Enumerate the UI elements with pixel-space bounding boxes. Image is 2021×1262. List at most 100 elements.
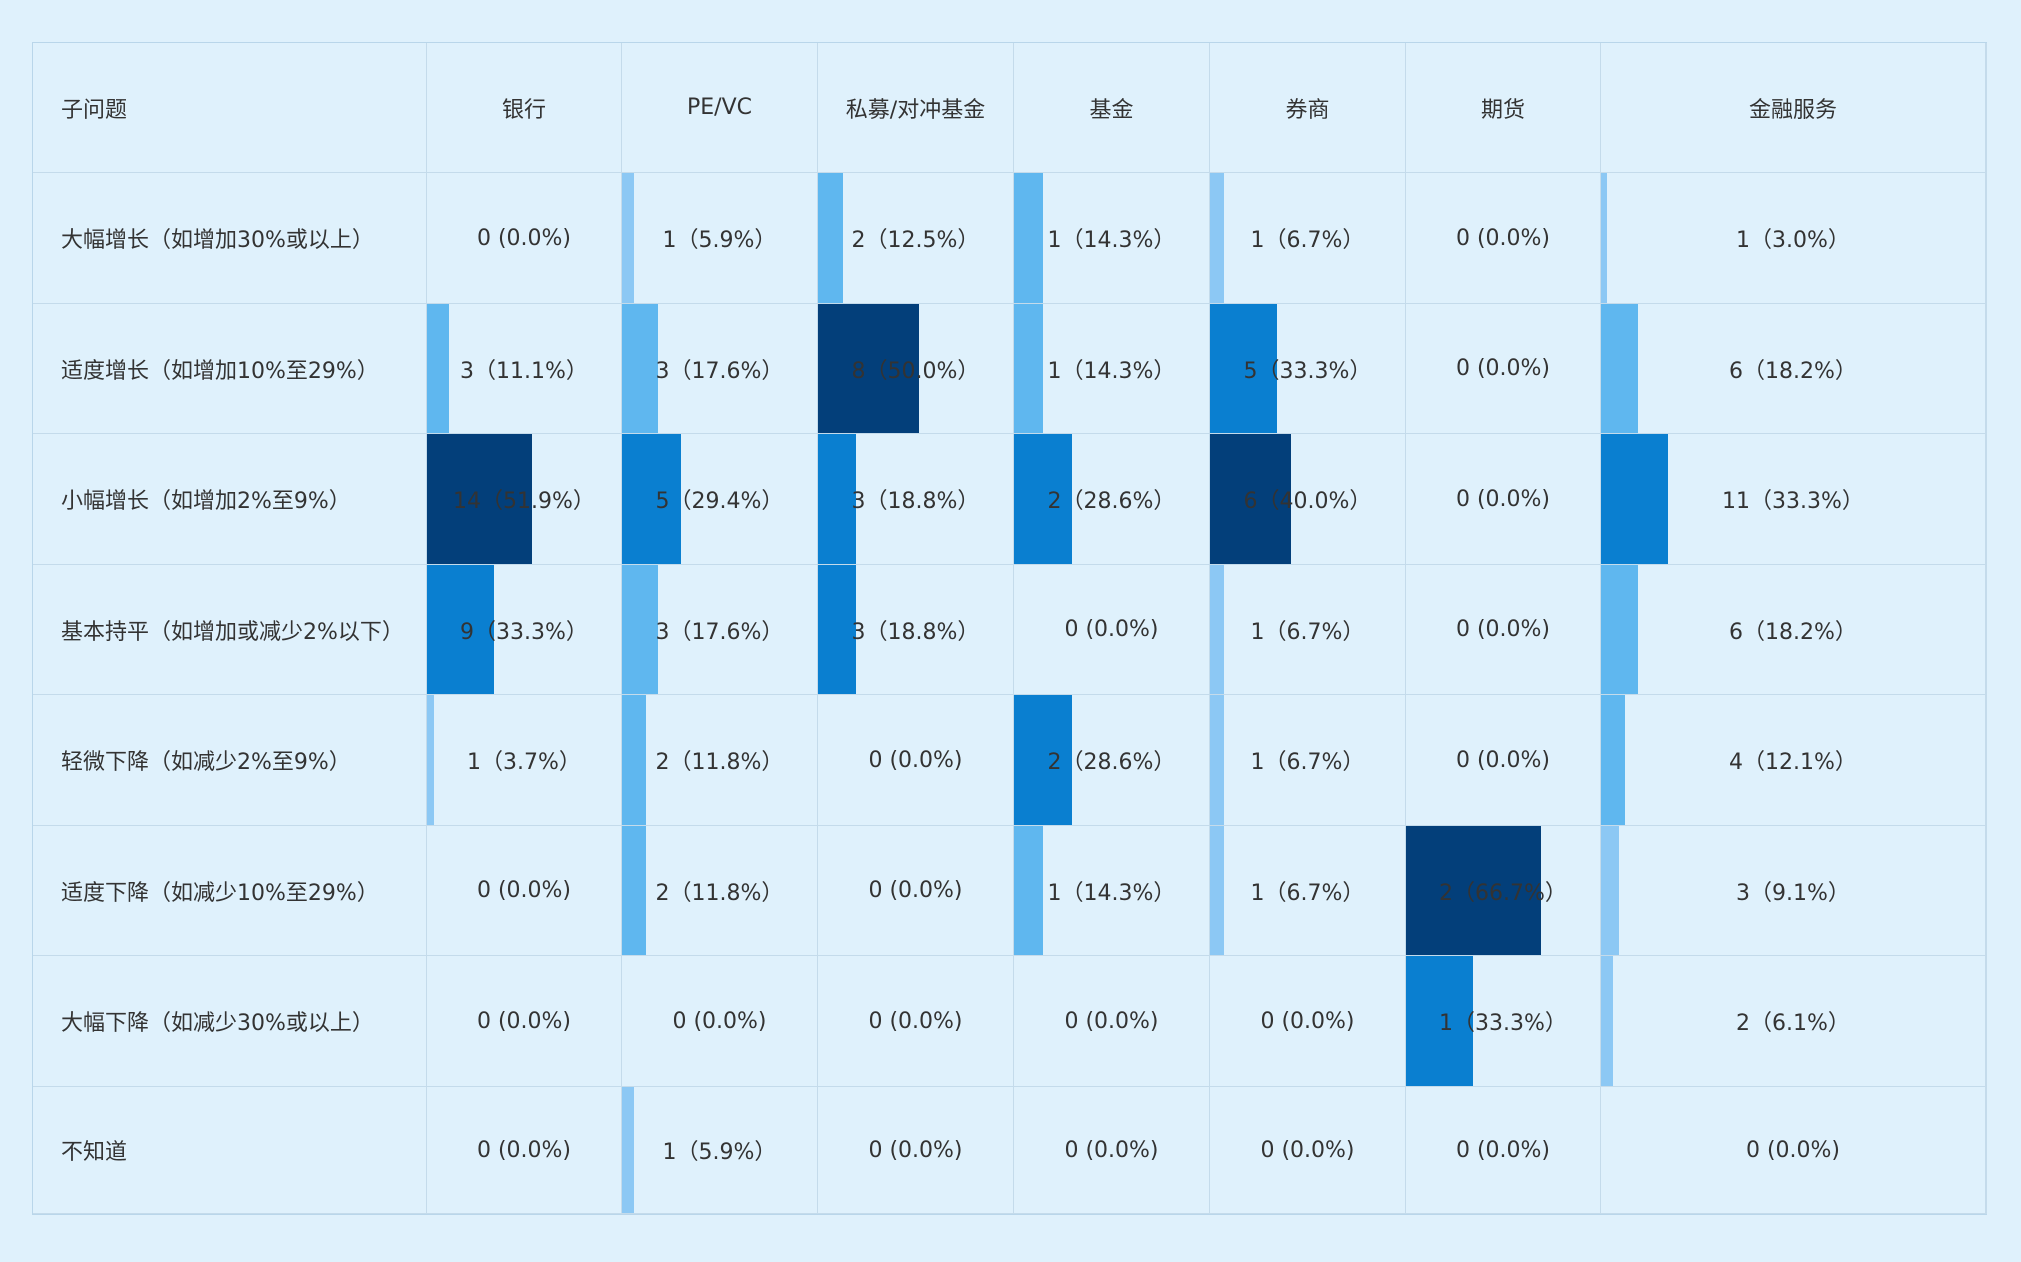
value-bar [1210, 304, 1277, 433]
row-header: 小幅增长（如增加2%至9%） [33, 434, 427, 565]
value-bar [1601, 434, 1668, 564]
data-cell: 1（3.7%） [427, 695, 622, 826]
data-cell: 0 (0.0%) [1210, 1087, 1406, 1214]
data-label: 1（14.3%） [1047, 880, 1176, 906]
value-bar [1014, 826, 1043, 955]
data-cell: 2（6.1%） [1601, 956, 1986, 1087]
data-cell: 0 (0.0%) [1986, 173, 1987, 304]
data-label: 1（6.7%） [1250, 750, 1365, 775]
data-cell: 0 (0.0%) [1986, 565, 1987, 695]
corner-header: 子问题 [33, 43, 427, 173]
data-label: 3（11.1%） [460, 358, 588, 384]
data-cell: 0 (0.0%) [1014, 956, 1210, 1087]
data-cell: 11（33.3%） [1601, 434, 1986, 565]
data-label: 4（12.1%） [1729, 750, 1857, 775]
data-label: 5（29.4%） [655, 489, 784, 514]
column-header: 期货 [1406, 43, 1601, 173]
data-cell: 0 (0.0%) [427, 173, 622, 304]
column-header-label: 私募/对冲基金 [845, 97, 986, 123]
column-header-label: PE/VC [687, 95, 752, 120]
row-header-label: 小幅增长（如增加2%至9%） [61, 489, 351, 514]
value-bar [427, 304, 449, 433]
row-header: 不知道 [33, 1087, 427, 1214]
data-label: 1（3.0%） [1736, 228, 1850, 253]
data-label: 6（18.2%） [1729, 358, 1857, 384]
data-cell: 3（18.8%） [818, 434, 1014, 565]
data-label: 3（18.8%） [851, 619, 980, 645]
data-cell: 1（3.0%） [1601, 173, 1986, 304]
row-header-label: 不知道 [61, 1140, 128, 1165]
data-label: 2（11.8%） [655, 880, 784, 906]
value-bar [1210, 565, 1224, 694]
data-label: 6（40.0%） [1243, 489, 1372, 514]
data-cell: 0 (0.0%) [1601, 1087, 1986, 1214]
data-cell: 3（11.1%） [427, 304, 622, 434]
data-label: 14（51.9%） [453, 489, 595, 514]
data-cell: 6（18.2%） [1601, 304, 1986, 434]
value-bar [1601, 956, 1613, 1086]
data-label: 0 (0.0%) [1455, 225, 1551, 251]
data-label: 1（5.9%） [662, 228, 777, 253]
data-label: 1（33.3%） [1439, 1011, 1567, 1036]
value-bar [818, 434, 856, 564]
data-cell: 1（6.7%） [1210, 826, 1406, 956]
data-cell: 0 (0.0%) [818, 695, 1014, 826]
value-bar [427, 434, 532, 564]
value-bar [818, 565, 856, 694]
row-header-label: 适度增长（如增加10%至29%） [61, 358, 379, 384]
value-bar [1986, 695, 1987, 825]
data-label: 0 (0.0%) [1260, 1008, 1355, 1034]
data-cell: 0 (0.0%) [1406, 565, 1601, 695]
data-cell: 0 (0.0%) [1210, 956, 1406, 1087]
data-label: 2（66.7%） [1439, 880, 1567, 906]
value-bar [818, 173, 843, 303]
value-bar [622, 304, 658, 433]
column-header-label: 券商 [1285, 97, 1330, 123]
data-label: 0 (0.0%) [672, 1008, 767, 1034]
value-bar [622, 1087, 634, 1213]
value-bar [1601, 304, 1638, 433]
data-cell: 2（11.8%） [622, 826, 818, 956]
data-cell: 0 (0.0%) [1986, 826, 1987, 956]
data-label: 2（11.8%） [655, 750, 784, 775]
row-header: 适度下降（如减少10%至29%） [33, 826, 427, 956]
row-header: 适度增长（如增加10%至29%） [33, 304, 427, 434]
data-label: 1（3.7%） [467, 750, 581, 775]
data-label: 0 (0.0%) [476, 1008, 572, 1034]
data-cell: 2（11.8%） [622, 695, 818, 826]
corner-header-label: 子问题 [61, 97, 128, 123]
data-cell: 0 (0.0%) [427, 1087, 622, 1214]
data-cell: 0 (0.0%) [1406, 434, 1601, 565]
column-header: 金融服务 [1601, 43, 1986, 173]
value-bar [622, 695, 646, 825]
data-cell: 5（29.4%） [622, 434, 818, 565]
data-cell: 0 (0.0%) [818, 956, 1014, 1087]
data-label: 0 (0.0%) [476, 225, 572, 251]
value-bar [622, 434, 681, 564]
data-label: 0 (0.0%) [476, 1137, 572, 1163]
column-header: 保险 [1986, 43, 1987, 173]
row-header: 轻微下降（如减少2%至9%） [33, 695, 427, 826]
data-cell: 0 (0.0%) [818, 1087, 1014, 1214]
value-bar [1406, 826, 1541, 955]
row-header: 基本持平（如增加或减少2%以下） [33, 565, 427, 695]
data-cell: 0 (0.0%) [1406, 173, 1601, 304]
data-cell: 0 (0.0%) [1014, 565, 1210, 695]
value-bar [1406, 956, 1473, 1086]
value-bar [1210, 695, 1224, 825]
value-bar [1014, 173, 1043, 303]
data-cell: 2（12.5%） [818, 173, 1014, 304]
data-cell: 2（33.3%） [1986, 695, 1987, 826]
data-cell: 2（28.6%） [1014, 695, 1210, 826]
data-cell: 1（6.7%） [1210, 695, 1406, 826]
data-cell: 2（33.3%） [1986, 434, 1987, 565]
value-bar [818, 304, 919, 433]
data-label: 3（9.1%） [1736, 880, 1850, 906]
value-bar [622, 826, 646, 955]
data-label: 0 (0.0%) [868, 878, 963, 903]
data-cell: 0 (0.0%) [1406, 695, 1601, 826]
value-bar [1601, 173, 1607, 303]
row-header: 大幅下降（如减少30%或以上） [33, 956, 427, 1087]
column-header: 券商 [1210, 43, 1406, 173]
data-cell: 0 (0.0%) [1406, 1087, 1601, 1214]
